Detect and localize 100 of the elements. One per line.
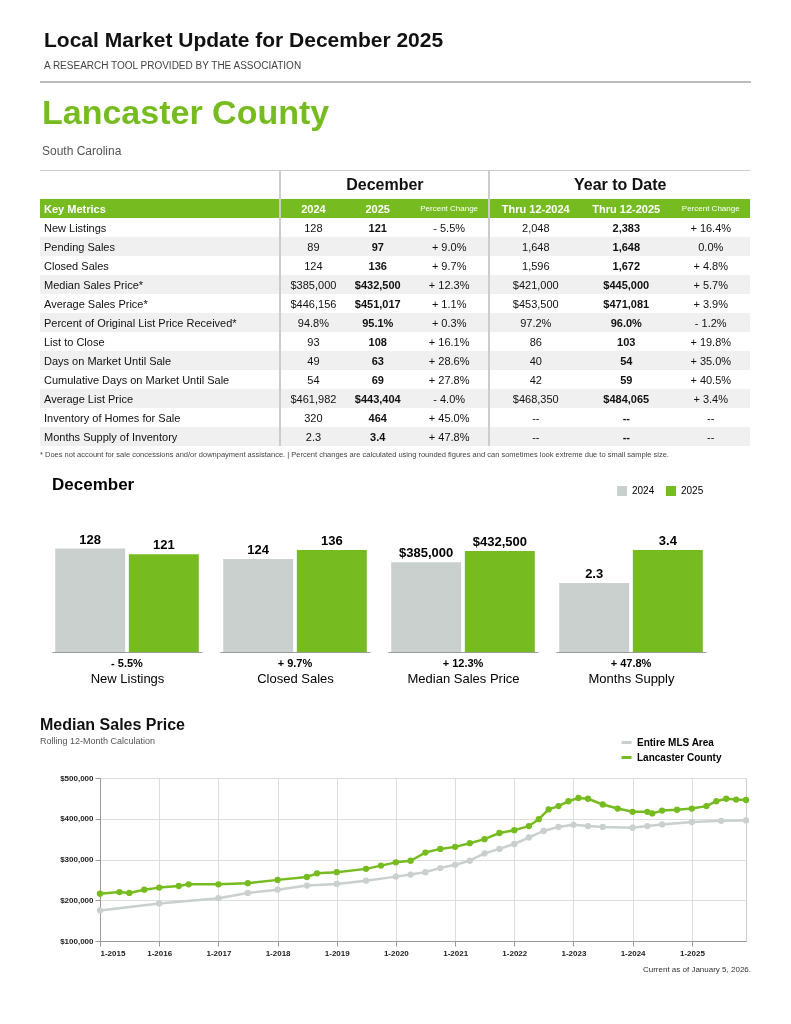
text: 128 — [280, 218, 346, 237]
text: 54 — [581, 351, 672, 370]
data-label: 121 — [152, 537, 175, 553]
text: -- — [489, 408, 582, 427]
data-label: 128 — [79, 531, 102, 547]
text: Thru 12-2025 — [581, 199, 672, 218]
x-tick-label: 1-2019 — [324, 948, 351, 958]
text: 1,648 — [489, 237, 582, 256]
text: Days on Market Until Sale — [40, 351, 281, 370]
text: $451,017 — [353, 296, 402, 312]
text: $421,000 — [489, 275, 582, 294]
text: Thru 12-2024 — [489, 199, 582, 218]
text: $453,500 — [489, 294, 582, 313]
text: + 12.3% — [409, 275, 490, 294]
text: 1,672 — [611, 258, 642, 274]
text: + 9.7% — [277, 657, 313, 669]
text: $484,065 — [581, 389, 672, 408]
text: 40 — [489, 351, 582, 370]
text: + 0.3% — [409, 313, 490, 332]
x-axis-title: Median Sales Price — [407, 670, 520, 686]
text: $468,350 — [489, 389, 582, 408]
text: 1,596 — [489, 256, 582, 275]
text: 2025 — [345, 199, 410, 218]
text: 63 — [345, 351, 410, 370]
text: 1,648 — [581, 237, 672, 256]
text: 121 — [367, 220, 388, 236]
text: 96.0% — [581, 313, 672, 332]
data-label: 124 — [247, 542, 270, 557]
text: 103 — [616, 334, 637, 350]
text: + 1.1% — [430, 296, 468, 312]
text: 2.3 — [280, 427, 346, 446]
text: -- — [581, 427, 672, 446]
text: 54 — [280, 370, 346, 389]
text: -- — [489, 427, 582, 446]
text: 69 — [370, 372, 385, 388]
text: 108 — [367, 334, 388, 350]
text: $443,404 — [345, 389, 410, 408]
chart-subtitle: Rolling 12-Month Calculation — [40, 736, 156, 746]
x-tick-label: 1-2023 — [561, 948, 587, 958]
text: Year to Date — [489, 170, 750, 199]
text: Cumulative Days on Market Until Sale — [43, 372, 231, 388]
x-axis-title: Months Supply — [588, 670, 675, 686]
text: + 12.3% — [442, 657, 484, 669]
y-tick-label: $200,000 — [60, 895, 95, 905]
text: Percent Change — [671, 199, 750, 218]
x-tick-label: 1-2024 — [620, 948, 647, 958]
text: Current as of January 5, 2026. — [641, 965, 751, 974]
text: Pending Sales — [40, 237, 281, 256]
text: South Carolina — [42, 144, 123, 158]
text: -- — [671, 427, 750, 446]
text: - 5.5% — [432, 220, 467, 236]
text: Percent of Original List Price Received* — [40, 313, 281, 332]
text: + 9.0% — [409, 237, 490, 256]
text: Months Supply of Inventory — [40, 427, 281, 446]
text: - 1.2% — [671, 313, 750, 332]
text: $432,500 — [345, 275, 410, 294]
text: December — [280, 170, 490, 199]
text: Median Sales Price* — [40, 275, 281, 294]
y-tick-label: $300,000 — [60, 855, 95, 864]
text: 2,383 — [611, 220, 642, 236]
text: 136 — [367, 258, 388, 274]
text: 464 — [367, 410, 388, 426]
text: $461,982 — [280, 389, 346, 408]
text: $445,000 — [581, 275, 672, 294]
x-tick-label: 1-2020 — [383, 948, 410, 958]
text: Key Metrics — [40, 199, 281, 218]
data-label: 3.4 — [658, 533, 678, 548]
x-axis-title: Closed Sales — [257, 670, 335, 686]
text: + 45.0% — [427, 410, 471, 426]
y-tick-label: $100,000 — [60, 936, 95, 946]
text: 320 — [280, 408, 346, 427]
text: + 5.7% — [671, 275, 750, 294]
text: Average List Price — [40, 389, 281, 408]
text: 95.1% — [345, 313, 410, 332]
x-tick-label: 1-2016 — [147, 948, 173, 958]
x-tick-label: 1-2022 — [502, 948, 528, 958]
legend-label: 2025 — [681, 485, 704, 496]
data-label: 2.3 — [585, 566, 604, 581]
text: 2024 — [280, 199, 346, 218]
text: + 3.4% — [671, 389, 750, 408]
x-tick-label: 1-2021 — [443, 948, 469, 958]
x-tick-label: 1-2015 — [100, 948, 126, 958]
text: Local Market Update for December 2025 — [44, 28, 445, 52]
text: + 19.8% — [689, 334, 733, 350]
text: 42 — [489, 370, 582, 389]
text: $385,000 — [280, 275, 346, 294]
text: 97.2% — [489, 313, 582, 332]
text: + 16.1% — [427, 334, 471, 350]
text: + 4.8% — [692, 258, 730, 274]
text: 124 — [280, 256, 346, 275]
text: -- — [706, 410, 716, 426]
text: 89 — [280, 237, 346, 256]
legend-label: Lancaster County — [637, 751, 722, 763]
text: + 47.8% — [409, 427, 490, 446]
x-tick-label: 1-2018 — [265, 948, 292, 958]
text: Percent Change — [409, 199, 490, 218]
text: + 40.5% — [689, 372, 733, 388]
text: 0.0% — [671, 237, 750, 256]
legend-label: Entire MLS Area — [637, 736, 715, 748]
text: + 35.0% — [671, 351, 750, 370]
